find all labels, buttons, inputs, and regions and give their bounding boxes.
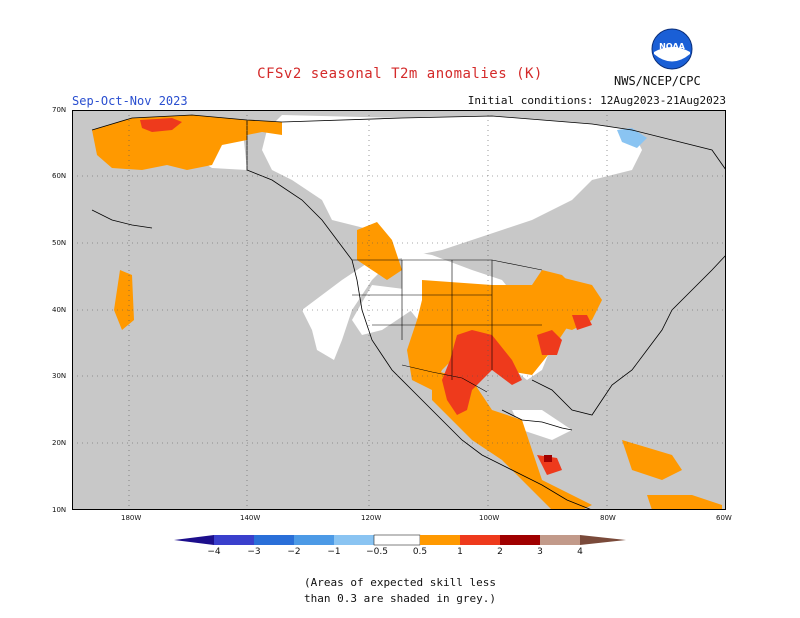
colorbar-label: 1 — [457, 547, 463, 557]
colorbar-arrow-warm — [580, 535, 626, 545]
extreme-warm-anomaly-regions — [544, 455, 552, 462]
coastlines — [91, 114, 726, 510]
political-borders — [352, 259, 543, 393]
gridlines — [72, 110, 726, 510]
colorbar-label: −3 — [247, 547, 261, 557]
colorbar-swatch — [460, 535, 500, 545]
colorbar-label: 2 — [497, 547, 503, 557]
lon-label-60w: 60W — [716, 514, 732, 522]
lon-label-180w: 180W — [121, 514, 142, 522]
warm-anomaly-regions — [92, 115, 722, 510]
colorbar-swatch — [294, 535, 334, 545]
skill-note-line1: (Areas of expected skill less — [303, 576, 497, 589]
colorbar-swatch — [214, 535, 254, 545]
colorbar-swatch — [500, 535, 540, 545]
colorbar-label: −4 — [207, 547, 221, 557]
colorbar-swatch — [540, 535, 580, 545]
lon-label-120w: 120W — [361, 514, 382, 522]
anomaly-map — [72, 110, 726, 510]
lat-label-70n: 70N — [52, 106, 67, 114]
lon-label-140w: 140W — [240, 514, 261, 522]
colorbar-label: 3 — [537, 547, 543, 557]
noaa-logo-text: NOAA — [659, 42, 685, 51]
chart-title: CFSv2 seasonal T2m anomalies (K) — [257, 66, 543, 82]
colorbar-label: −2 — [287, 547, 301, 557]
lat-label-30n: 30N — [52, 372, 67, 380]
lat-label-50n: 50N — [52, 239, 67, 247]
colorbar-swatch — [254, 535, 294, 545]
colorbar-label: −1 — [327, 547, 341, 557]
lat-label-10n: 10N — [52, 506, 67, 514]
strong-warm-anomaly-regions — [140, 118, 592, 475]
colorbar-arrow-cold — [174, 535, 214, 545]
noaa-logo-icon: NOAA — [651, 28, 693, 70]
skill-note-line2: than 0.3 are shaded in grey.) — [303, 592, 497, 605]
colorbar — [174, 534, 626, 546]
initial-conditions-label: Initial conditions: 12Aug2023-21Aug2023 — [467, 94, 726, 107]
colorbar-label: 0.5 — [412, 547, 428, 557]
lon-label-100w: 100W — [479, 514, 500, 522]
cold-anomaly-regions — [617, 128, 647, 148]
map-frame — [72, 110, 726, 510]
season-label: Sep-Oct-Nov 2023 — [72, 94, 188, 108]
agency-label: NWS/NCEP/CPC — [614, 74, 701, 88]
colorbar-swatch — [420, 535, 460, 545]
lon-label-80w: 80W — [600, 514, 616, 522]
colorbar-label: −0.5 — [366, 547, 388, 557]
lat-label-60n: 60N — [52, 172, 67, 180]
colorbar-swatch — [373, 534, 421, 546]
colorbar-label: 4 — [577, 547, 583, 557]
colorbar-swatch — [334, 535, 374, 545]
lat-label-20n: 20N — [52, 439, 67, 447]
lat-label-40n: 40N — [52, 306, 67, 314]
